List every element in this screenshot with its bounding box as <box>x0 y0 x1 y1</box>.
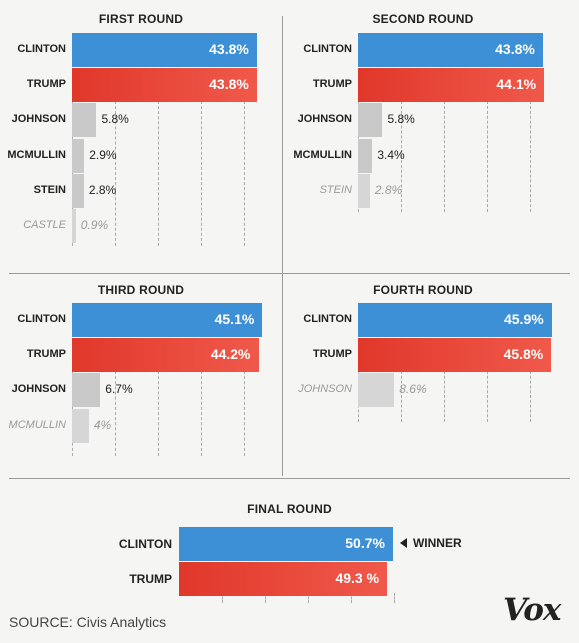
candidate-label: CLINTON <box>303 313 352 325</box>
gridline <box>308 593 309 603</box>
candidate-label: STEIN <box>33 183 66 196</box>
value-label: 3.4% <box>377 147 405 162</box>
gridline <box>244 371 245 456</box>
value-label: 0.9% <box>80 218 109 232</box>
gridline <box>351 593 352 603</box>
value-label: 44.1% <box>496 76 537 93</box>
bar-clinton <box>358 33 543 67</box>
value-label: 6.7% <box>105 382 133 397</box>
gridline <box>530 371 531 422</box>
candidate-label: CASTLE <box>23 219 66 231</box>
candidate-label: CLINTON <box>17 313 66 325</box>
gridline <box>444 101 445 212</box>
candidate-label: JOHNSON <box>298 383 352 396</box>
panel-title: FOURTH ROUND <box>373 283 473 297</box>
gridline <box>201 101 202 246</box>
candidate-label: JOHNSON <box>11 383 66 396</box>
gridline <box>72 101 73 246</box>
candidate-label: MCMULLIN <box>8 418 66 431</box>
gridline <box>244 101 245 246</box>
value-label: 49.3 % <box>335 570 380 586</box>
divider-middle <box>282 16 283 476</box>
value-label: 2.8% <box>88 182 117 197</box>
value-label: 8.6% <box>399 382 427 397</box>
value-label: 43.8% <box>209 76 249 93</box>
bar-johnson <box>72 103 97 138</box>
gridline <box>487 101 488 212</box>
bar-mcmullin <box>72 138 85 173</box>
gridline <box>487 371 488 422</box>
winner-annotation: WINNER <box>399 536 462 550</box>
gridline <box>401 371 402 422</box>
gridline <box>158 101 159 246</box>
source-note: SOURCE: Civis Analytics <box>9 614 167 630</box>
candidate-label: TRUMP <box>26 78 66 91</box>
value-label: 5.8% <box>101 112 129 127</box>
gridline <box>530 101 531 212</box>
value-label: 45.8% <box>503 346 544 363</box>
gridline <box>115 101 116 246</box>
panel-title: FIRST ROUND <box>98 12 184 26</box>
candidate-label: STEIN <box>319 183 352 196</box>
value-label: 2.8% <box>374 182 403 197</box>
bar-trump <box>179 562 388 596</box>
bar-mcmullin <box>72 408 89 443</box>
bar-stein <box>72 173 84 208</box>
candidate-label: TRUMP <box>312 348 352 361</box>
value-label: 44.2% <box>210 346 251 363</box>
bar-trump <box>72 338 259 373</box>
value-label: 43.8% <box>209 41 249 57</box>
candidate-label: MCMULLIN <box>293 148 352 161</box>
bar-johnson <box>358 103 383 138</box>
value-label: 43.8% <box>495 41 535 57</box>
gridline <box>115 371 116 456</box>
bar-trump <box>358 68 545 103</box>
panel-title: FINAL ROUND <box>247 502 332 516</box>
bar-clinton <box>72 303 263 337</box>
candidate-label: JOHNSON <box>297 113 352 126</box>
value-label: 2.9% <box>89 147 117 162</box>
candidate-label: TRUMP <box>26 348 66 361</box>
gridline <box>158 371 159 456</box>
gridline <box>201 371 202 456</box>
winner-arrow-icon <box>399 538 407 548</box>
bar-clinton <box>358 303 552 337</box>
bar-clinton <box>179 527 393 561</box>
candidate-label: CLINTON <box>303 43 352 55</box>
bar-johnson <box>72 373 101 408</box>
winner-label: WINNER <box>412 536 462 550</box>
value-label: 4% <box>93 417 112 432</box>
candidate-label: CLINTON <box>17 43 66 55</box>
value-label: 50.7% <box>345 535 385 551</box>
candidate-label: MCMULLIN <box>7 148 66 161</box>
bar-johnson <box>358 373 395 408</box>
divider-top <box>9 273 570 274</box>
gridline <box>444 371 445 422</box>
candidate-label: TRUMP <box>312 78 352 91</box>
vox-logo: Vox <box>503 592 561 628</box>
gridline <box>265 593 266 603</box>
bar-trump <box>72 68 257 103</box>
candidate-label: JOHNSON <box>11 113 66 126</box>
bar-castle <box>72 209 76 243</box>
divider-bottom <box>9 478 570 479</box>
candidate-label: TRUMP <box>129 572 172 586</box>
gridline <box>222 593 223 603</box>
gridline <box>401 101 402 212</box>
value-label: 5.8% <box>387 112 415 127</box>
value-label: 45.1% <box>214 311 255 327</box>
candidate-label: CLINTON <box>118 537 172 551</box>
panel-title: THIRD ROUND <box>97 283 185 297</box>
gridline <box>394 593 395 603</box>
bar-trump <box>358 338 552 373</box>
bar-stein <box>358 173 370 208</box>
panel-title: SECOND ROUND <box>372 12 474 26</box>
bar-clinton <box>72 33 257 67</box>
value-label: 45.9% <box>503 311 544 327</box>
bar-mcmullin <box>358 138 373 173</box>
